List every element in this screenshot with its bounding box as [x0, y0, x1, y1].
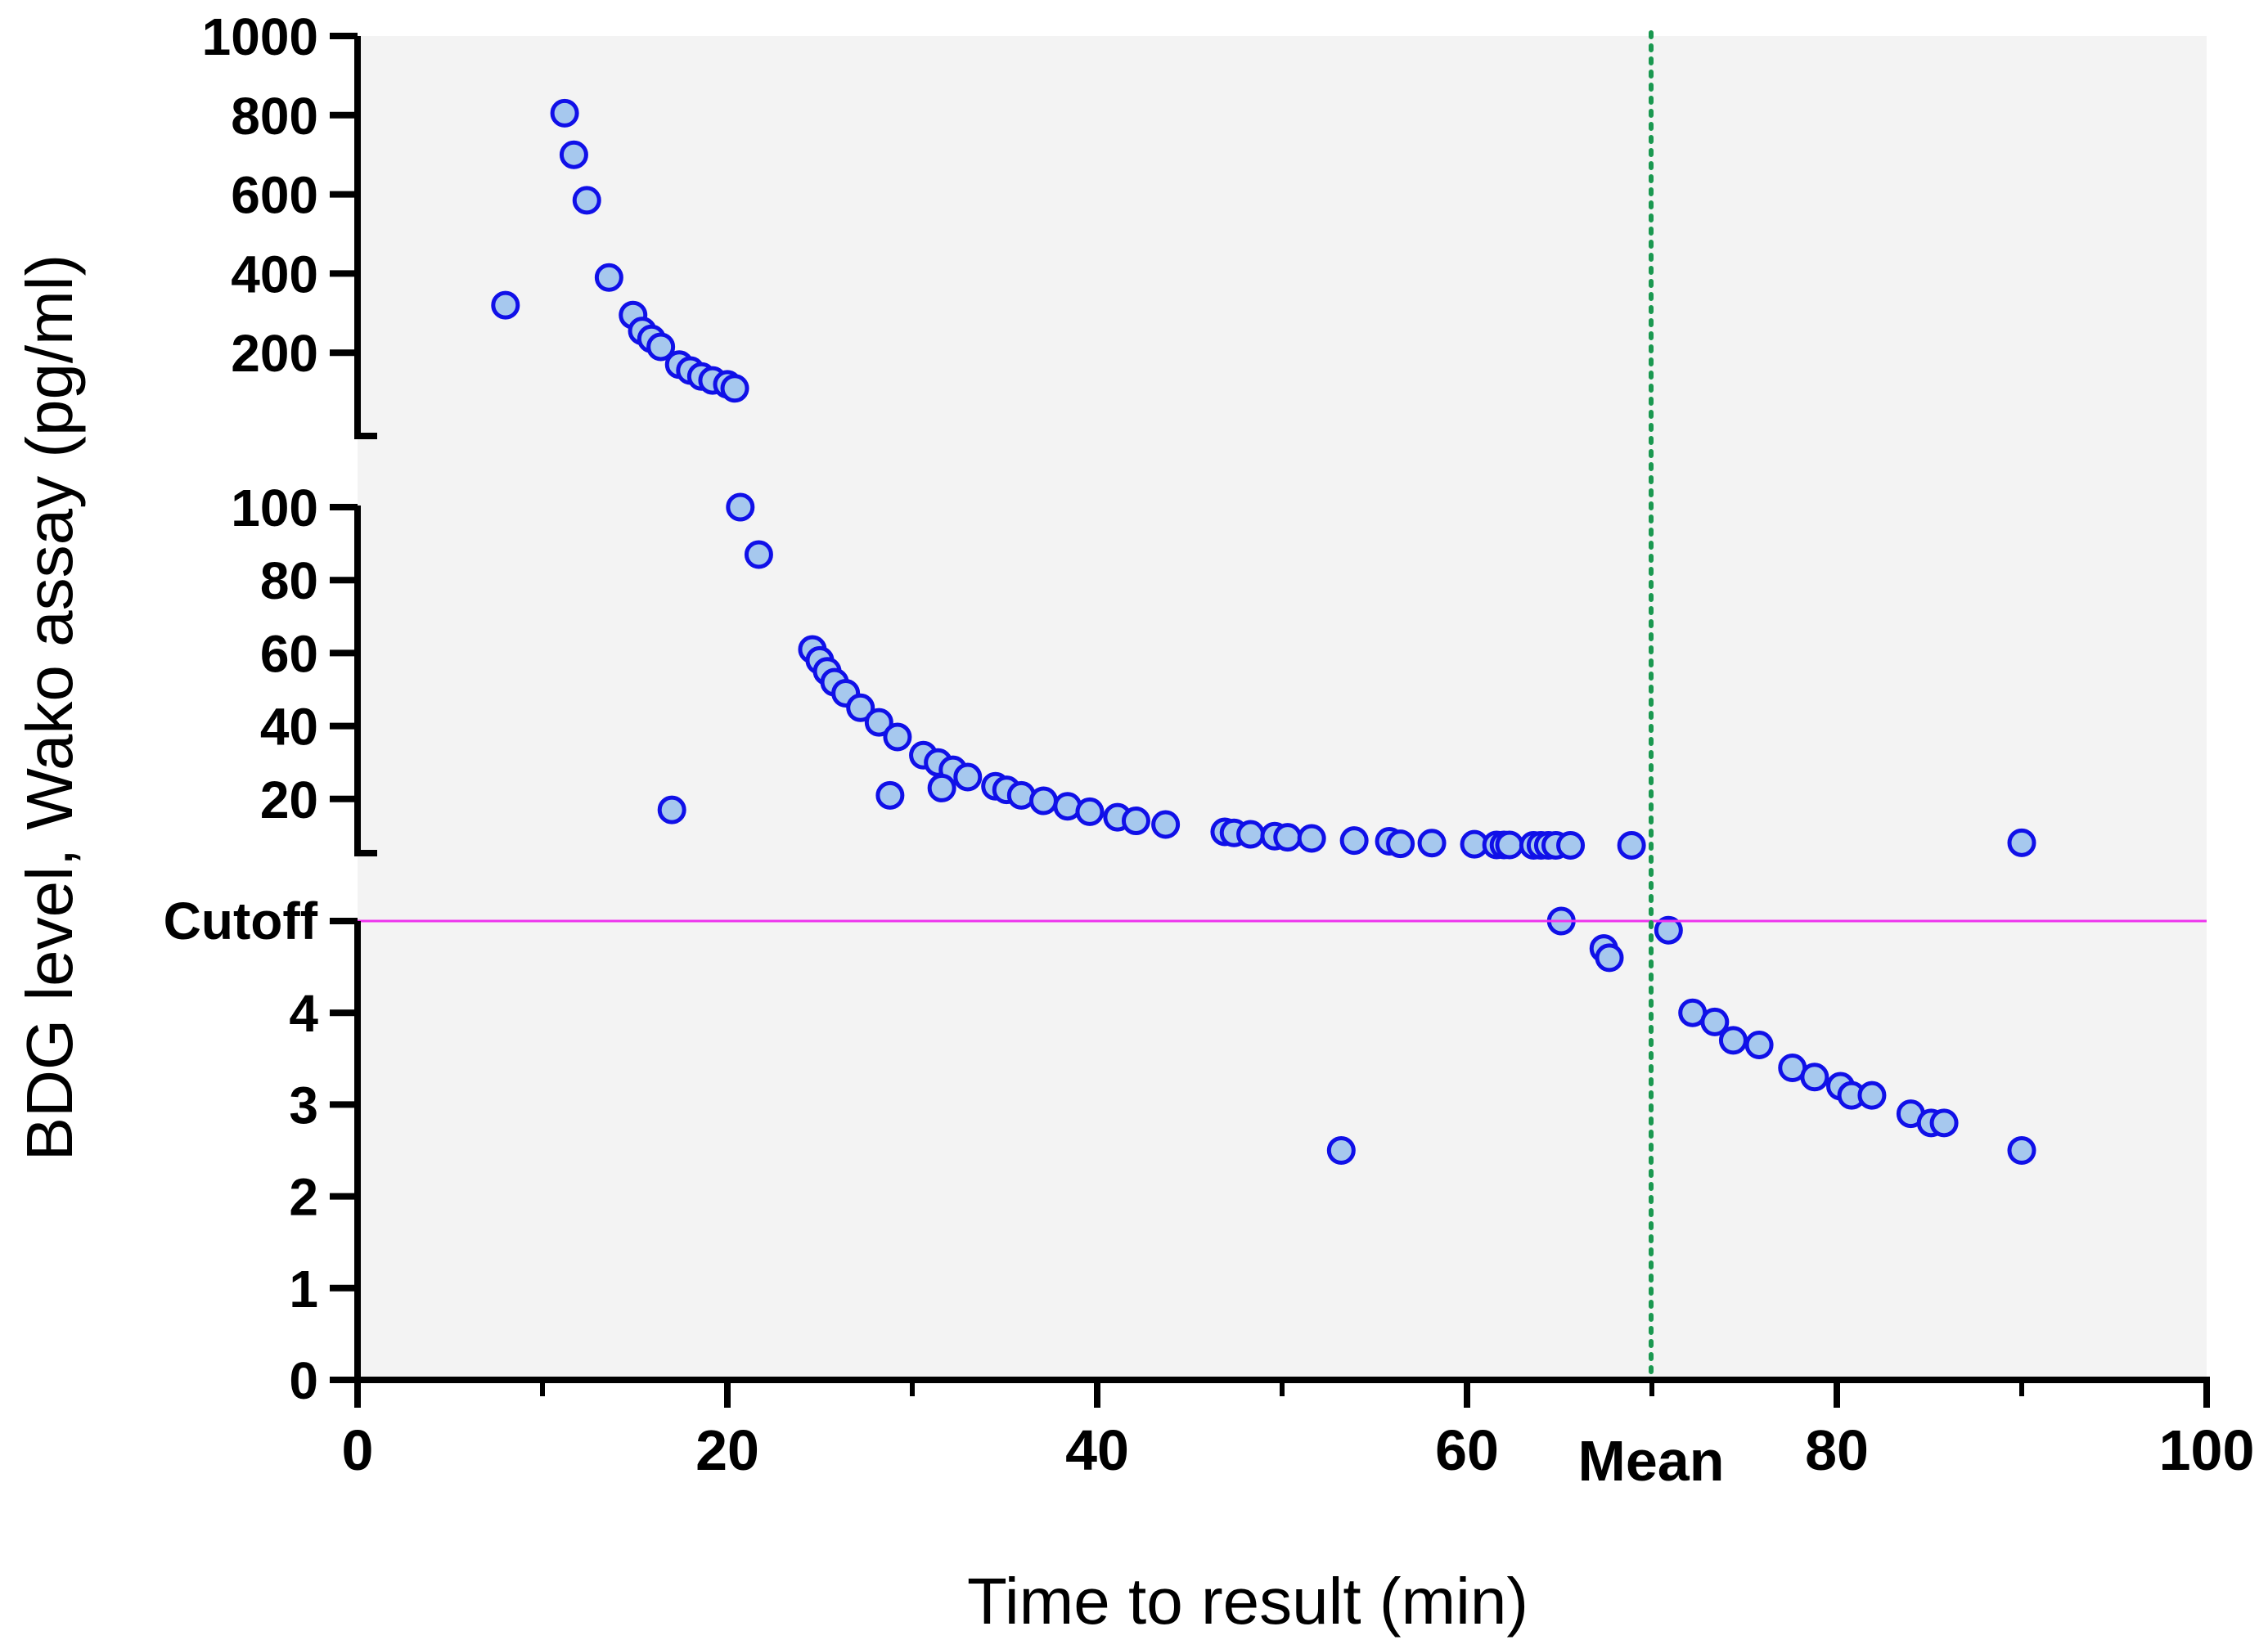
data-point [559, 140, 588, 169]
y-tick-label: 20 [260, 771, 318, 829]
data-point [1595, 943, 1624, 973]
data-point [491, 290, 520, 320]
data-point [646, 332, 676, 362]
y-tick-label: 2 [289, 1168, 318, 1227]
data-point [720, 374, 749, 403]
data-point [1700, 1007, 1730, 1036]
data-point [1121, 807, 1150, 836]
y-tick-label: 0 [289, 1351, 318, 1410]
x-tick-label: 80 [1805, 1418, 1869, 1482]
cutoff-label: Cutoff [164, 892, 318, 950]
data-point [572, 186, 601, 215]
data-point [1297, 824, 1326, 853]
y-tick-label: 600 [231, 166, 318, 225]
data-point [927, 773, 956, 802]
x-tick-label: 100 [2159, 1418, 2255, 1482]
data-point [1556, 830, 1586, 860]
data-point [1236, 820, 1266, 849]
data-point [594, 263, 623, 292]
data-point [953, 762, 983, 792]
y-tick-label: 800 [231, 87, 318, 146]
y-tick-label: 4 [289, 984, 318, 1043]
y-tick-label: 80 [260, 551, 318, 610]
data-point [1075, 797, 1105, 826]
y-tick-label: 40 [260, 698, 318, 757]
x-tick-label: 20 [695, 1418, 759, 1482]
data-point [1386, 829, 1415, 859]
data-point [1744, 1030, 1774, 1059]
y-tick-label: 60 [260, 624, 318, 683]
y-tick-label: 400 [231, 245, 318, 303]
x-tick-label: 0 [342, 1418, 374, 1482]
data-point [846, 693, 875, 722]
data-point [2007, 828, 2036, 857]
data-point [875, 780, 905, 810]
data-point [1617, 830, 1646, 860]
data-points [491, 98, 2036, 1165]
data-point [864, 708, 893, 737]
y-tick-label: 1000 [202, 7, 318, 66]
data-point [1028, 786, 1058, 816]
y-tick-label: 3 [289, 1076, 318, 1135]
data-point [1495, 830, 1524, 860]
data-point [726, 492, 755, 522]
y-tick-label: 1 [289, 1260, 318, 1319]
data-point [1339, 826, 1369, 856]
y-axis-title: BDG level, Wako assay (pg/ml) [13, 254, 86, 1161]
x-tick-label: 60 [1435, 1418, 1499, 1482]
data-point [1326, 1136, 1356, 1165]
x-tick-label: 40 [1065, 1418, 1129, 1482]
data-point [744, 540, 773, 569]
data-point [1654, 915, 1683, 945]
data-point [1800, 1063, 1829, 1092]
data-point [883, 722, 912, 752]
data-point [550, 98, 579, 128]
data-point [1151, 810, 1181, 839]
data-point [1417, 829, 1447, 858]
y-tick-label: 200 [231, 324, 318, 383]
data-point [1857, 1081, 1887, 1110]
data-point [657, 795, 686, 824]
x-axis-title: Time to result (min) [967, 1565, 1528, 1638]
data-point [1273, 823, 1303, 852]
y-tick-label: 100 [231, 479, 318, 537]
data-point [1718, 1026, 1748, 1055]
data-point [1929, 1108, 1959, 1138]
mean-label: Mean [1578, 1429, 1725, 1493]
data-point [2007, 1136, 2036, 1165]
plot-background [358, 36, 2207, 1380]
